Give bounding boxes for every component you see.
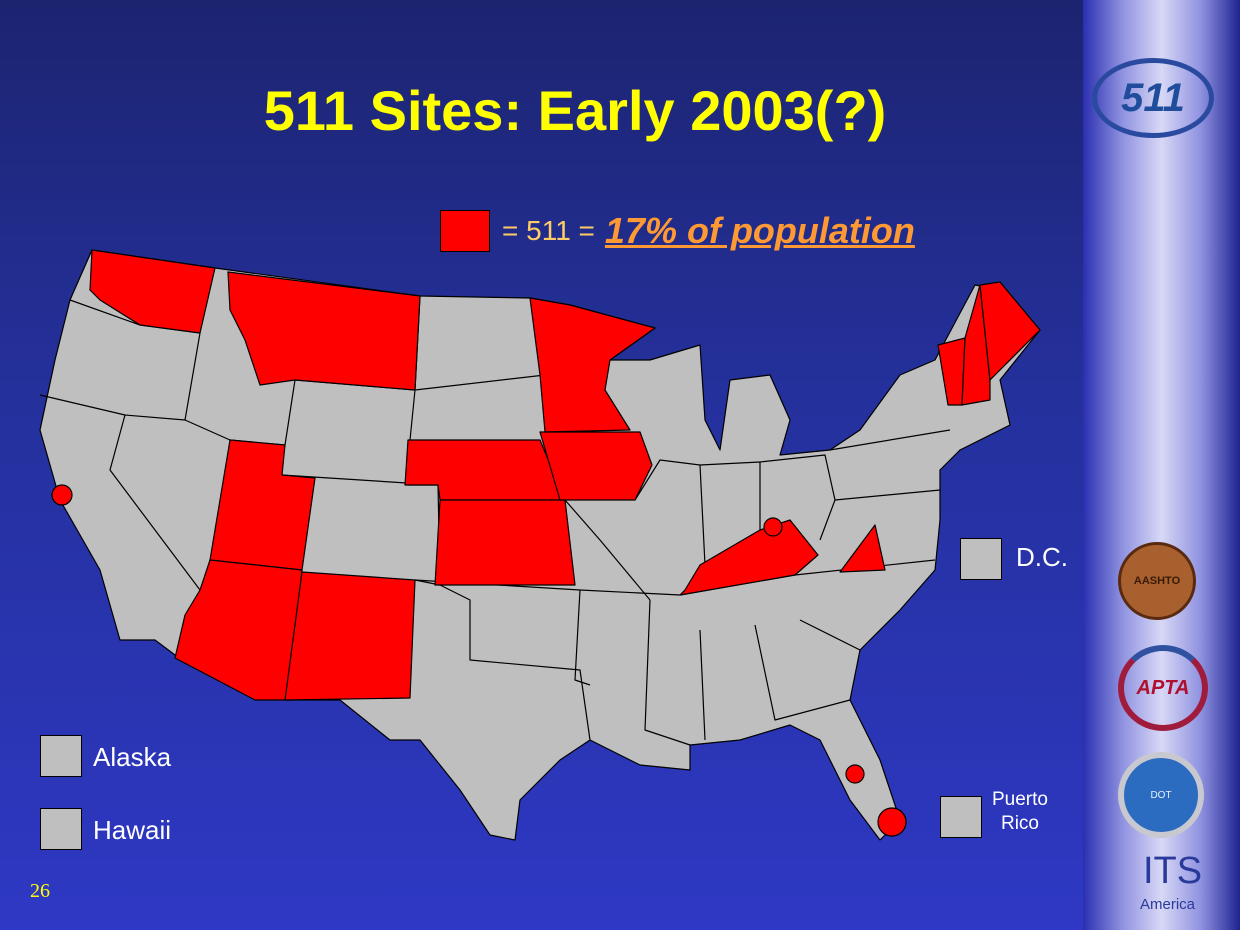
site-california bbox=[51, 484, 73, 506]
puerto-rico-line1: Puerto bbox=[992, 789, 1048, 810]
page-number: 26 bbox=[30, 880, 50, 902]
state-montana bbox=[227, 271, 421, 391]
dot-logo: DOT bbox=[1118, 752, 1204, 838]
its-logo-text: ITS bbox=[1143, 850, 1203, 892]
puerto-rico-label: Puerto Rico bbox=[992, 788, 1048, 836]
state-virginia-partial bbox=[839, 524, 886, 573]
legend: = 511 = 17% of population bbox=[440, 210, 915, 252]
dot-logo-text: DOT bbox=[1150, 789, 1172, 801]
legend-population: 17% of population bbox=[604, 210, 915, 251]
its-america-logo: ITS America bbox=[1118, 850, 1213, 915]
slide-title: 511 Sites: Early 2003(?) bbox=[263, 79, 887, 142]
state-kentucky bbox=[679, 519, 819, 596]
highlighted-states bbox=[51, 249, 1041, 837]
puerto-rico-box bbox=[940, 796, 982, 838]
aashto-logo: AASHTO bbox=[1118, 542, 1196, 620]
puerto-rico-line2: Rico bbox=[1000, 813, 1039, 834]
state-minnesota bbox=[529, 297, 656, 433]
site-florida-orlando bbox=[845, 764, 865, 784]
hawaii-label: Hawaii bbox=[93, 815, 172, 845]
site-florida-south bbox=[877, 807, 907, 837]
alaska-box bbox=[40, 735, 82, 777]
site-kentucky bbox=[763, 517, 783, 537]
its-logo-subtext: America bbox=[1140, 896, 1196, 913]
dc-box bbox=[960, 538, 1002, 580]
state-new-mexico bbox=[284, 571, 416, 701]
apta-logo-text: APTA bbox=[1136, 676, 1190, 699]
legend-equals: = 511 = bbox=[502, 215, 595, 246]
511-logo-text: 511 bbox=[1121, 75, 1185, 120]
dc-label: D.C. bbox=[1016, 542, 1068, 572]
state-iowa bbox=[539, 431, 653, 501]
hawaii-box bbox=[40, 808, 82, 850]
state-kansas bbox=[434, 499, 576, 586]
legend-swatch bbox=[440, 210, 490, 252]
state-washington bbox=[89, 249, 216, 334]
511-logo: 511 bbox=[1092, 58, 1214, 138]
state-maine bbox=[979, 281, 1041, 381]
aashto-logo-text: AASHTO bbox=[1133, 575, 1181, 587]
apta-logo: APTA bbox=[1118, 645, 1208, 731]
alaska-label: Alaska bbox=[93, 742, 172, 772]
